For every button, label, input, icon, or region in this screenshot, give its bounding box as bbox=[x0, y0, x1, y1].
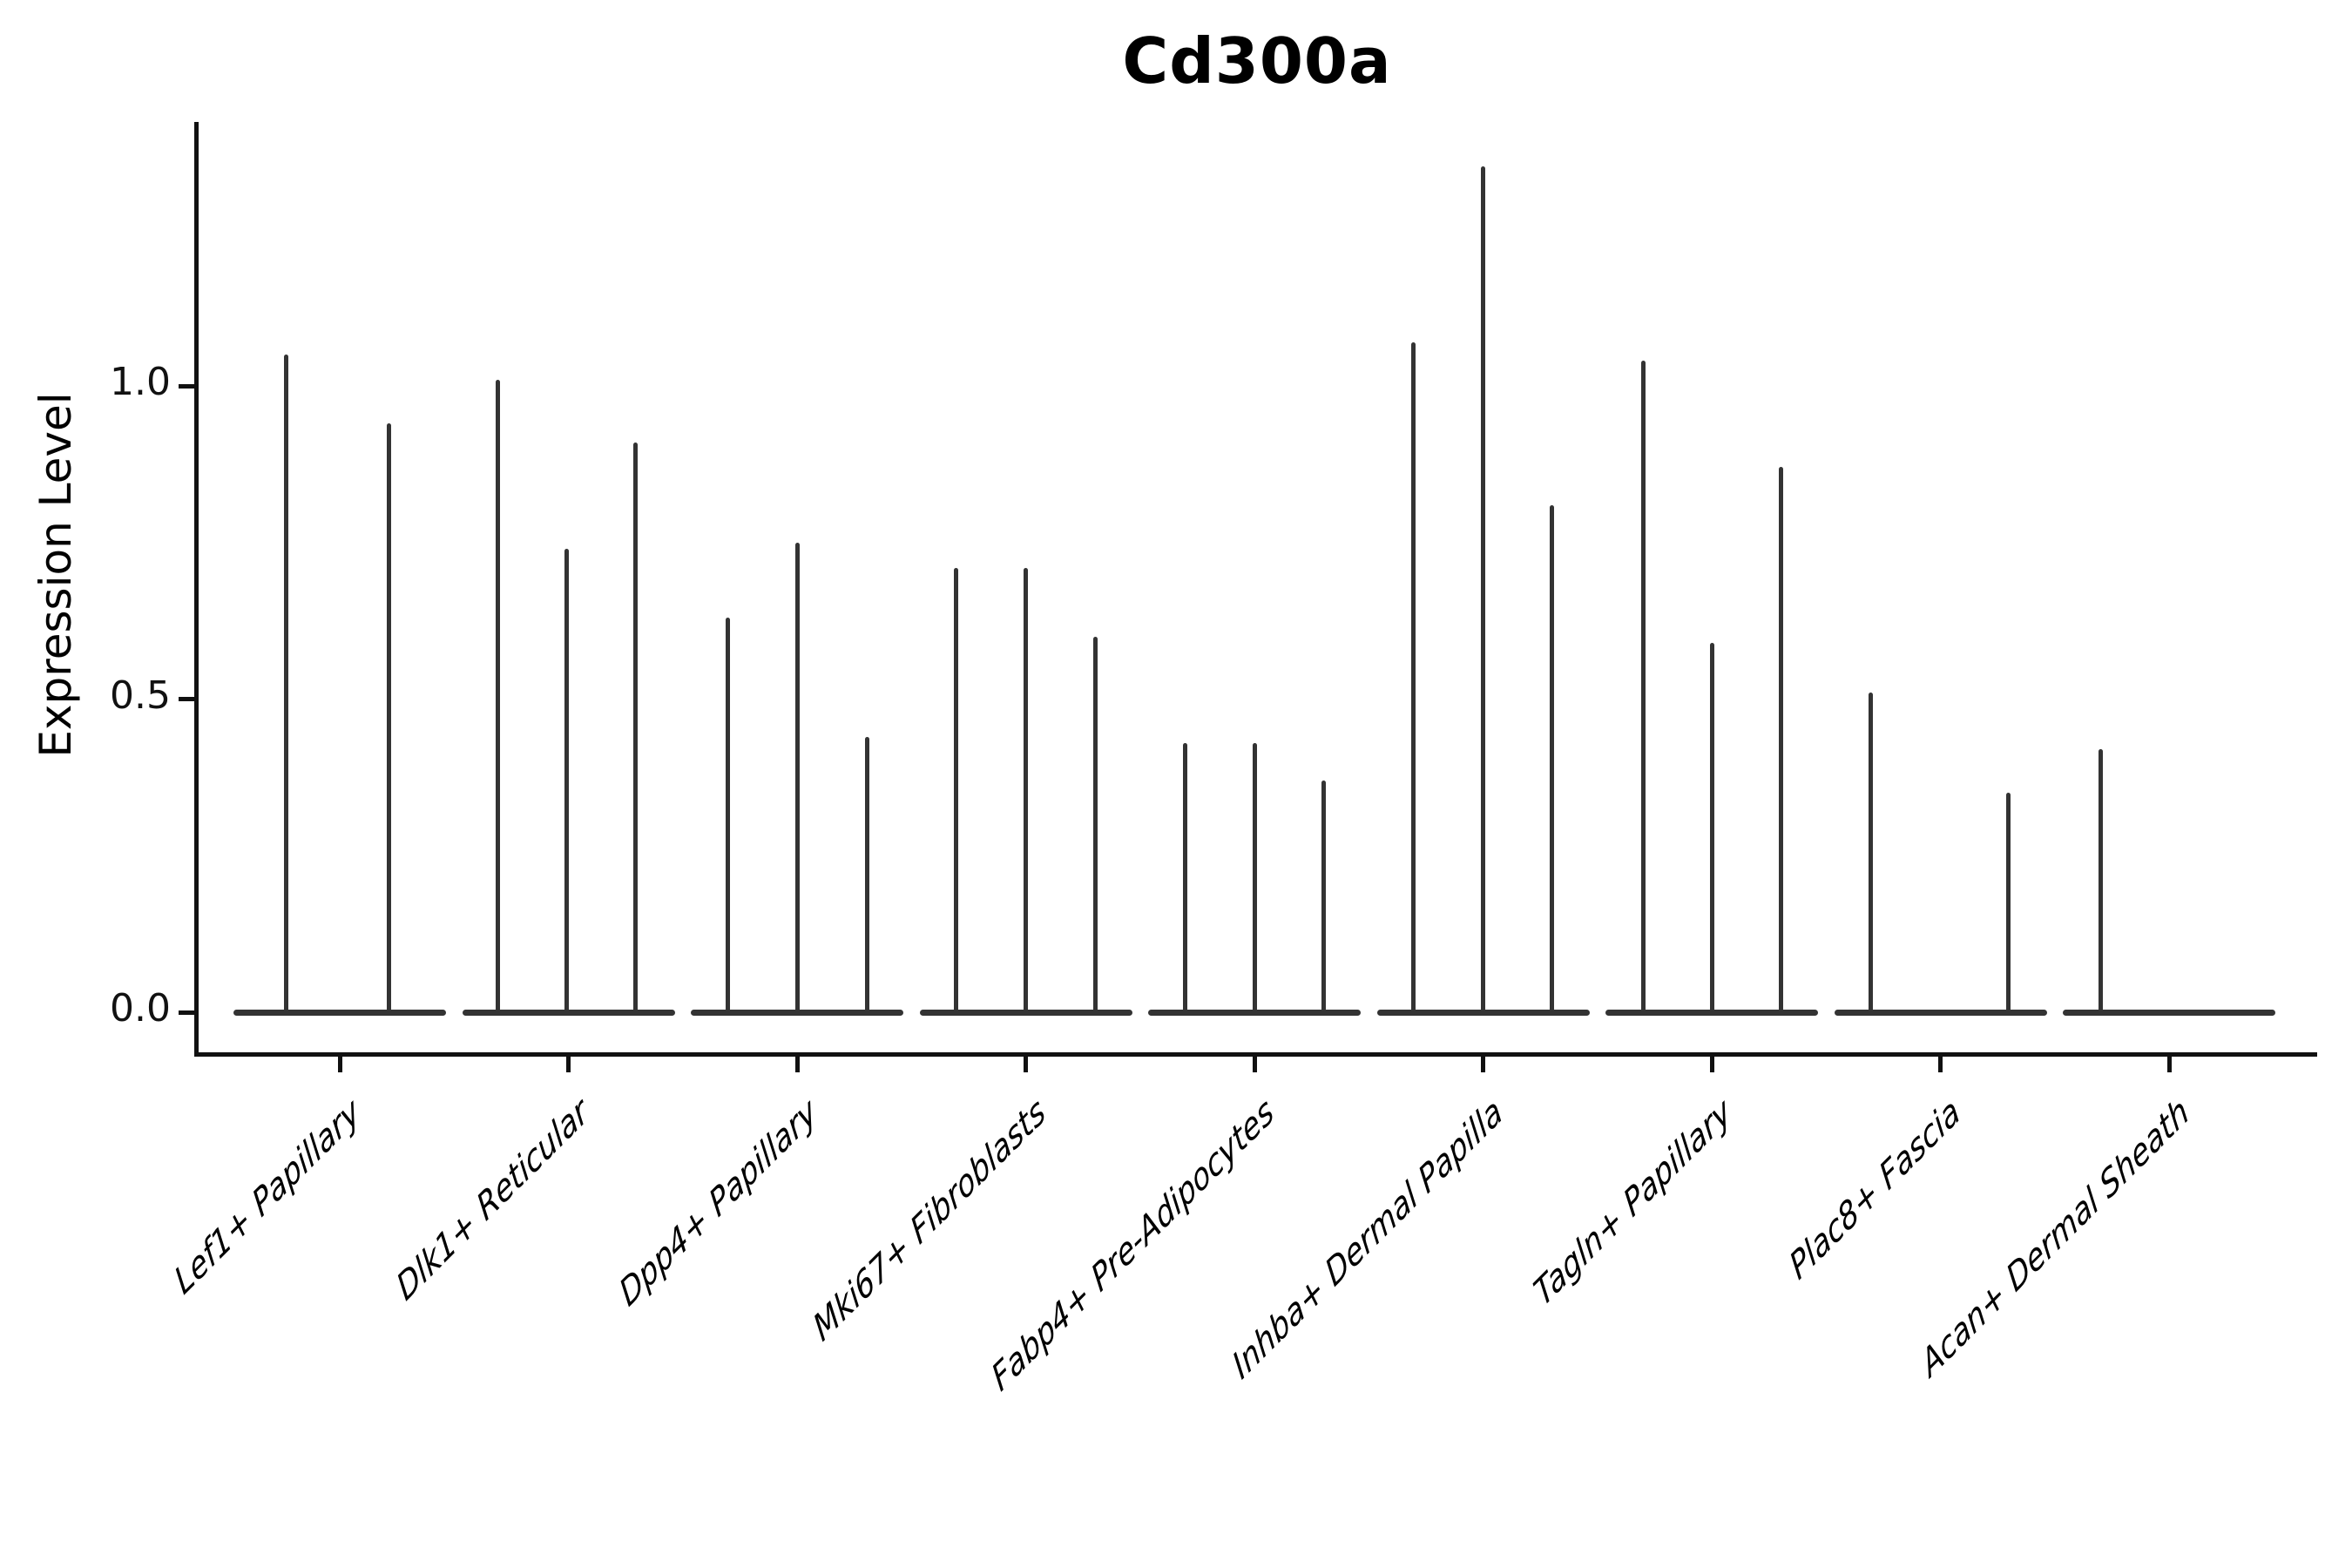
violin-needle bbox=[1640, 361, 1646, 1015]
x-tick-mark bbox=[337, 1057, 342, 1072]
y-tick-label: 1.0 bbox=[110, 360, 171, 404]
y-tick-mark bbox=[179, 697, 194, 701]
y-tick-label: 0.5 bbox=[110, 672, 171, 718]
x-tick-label: Lef1+ Papillary bbox=[168, 1089, 366, 1303]
x-tick-mark bbox=[2166, 1057, 2172, 1072]
violin-base bbox=[2063, 1009, 2275, 1016]
x-tick-mark bbox=[1938, 1057, 1943, 1072]
violin-needle bbox=[633, 442, 638, 1015]
violin-needle bbox=[1024, 567, 1028, 1015]
y-tick-mark bbox=[179, 1010, 194, 1015]
violin-needle bbox=[564, 548, 569, 1015]
violin-needle bbox=[1411, 341, 1416, 1015]
violin-needle bbox=[2098, 749, 2103, 1015]
violin-needle bbox=[496, 379, 500, 1015]
violin-needle bbox=[1481, 166, 1485, 1015]
violin-needle bbox=[1709, 642, 1714, 1015]
violin-needle bbox=[954, 567, 958, 1015]
chart-title: Cd300a bbox=[1122, 24, 1392, 98]
y-tick-mark bbox=[179, 383, 194, 389]
violin-needle bbox=[1321, 780, 1326, 1015]
violin-base bbox=[233, 1009, 446, 1016]
violin-needle bbox=[1252, 742, 1257, 1015]
x-tick-label: Dlk1+ Reticular bbox=[390, 1089, 594, 1310]
x-tick-label: Acan+ Dermal Sheath bbox=[1915, 1089, 2195, 1386]
violin-needle bbox=[1869, 693, 1873, 1015]
x-tick-label: Plac8+ Fascia bbox=[1783, 1089, 1966, 1288]
violin-needle bbox=[1550, 504, 1554, 1015]
x-tick-label: Tagln+ Papillary bbox=[1528, 1089, 1738, 1315]
violin-needle bbox=[283, 355, 288, 1015]
violin-needle bbox=[1182, 742, 1187, 1015]
violin-needle bbox=[1093, 636, 1098, 1015]
violin-needle bbox=[1778, 467, 1783, 1015]
violin-needle bbox=[725, 618, 730, 1015]
y-axis-line bbox=[194, 122, 199, 1057]
y-tick-label: 0.0 bbox=[110, 986, 171, 1031]
x-tick-mark bbox=[566, 1057, 571, 1072]
violin-needle bbox=[2006, 793, 2011, 1015]
x-tick-label: Mki67+ Fibroblasts bbox=[808, 1089, 1051, 1350]
x-axis-line bbox=[194, 1052, 2317, 1057]
x-tick-label: Dpp4+ Papillary bbox=[613, 1089, 823, 1315]
violin-base bbox=[1834, 1009, 2047, 1016]
x-tick-mark bbox=[794, 1057, 800, 1072]
violin-needle bbox=[794, 542, 800, 1015]
violin-needle bbox=[864, 736, 869, 1015]
x-tick-mark bbox=[1481, 1057, 1485, 1072]
x-tick-mark bbox=[1024, 1057, 1028, 1072]
x-tick-mark bbox=[1709, 1057, 1714, 1072]
y-axis-label: Expression Level bbox=[30, 392, 81, 758]
violin-needle bbox=[386, 423, 391, 1015]
x-tick-mark bbox=[1252, 1057, 1257, 1072]
